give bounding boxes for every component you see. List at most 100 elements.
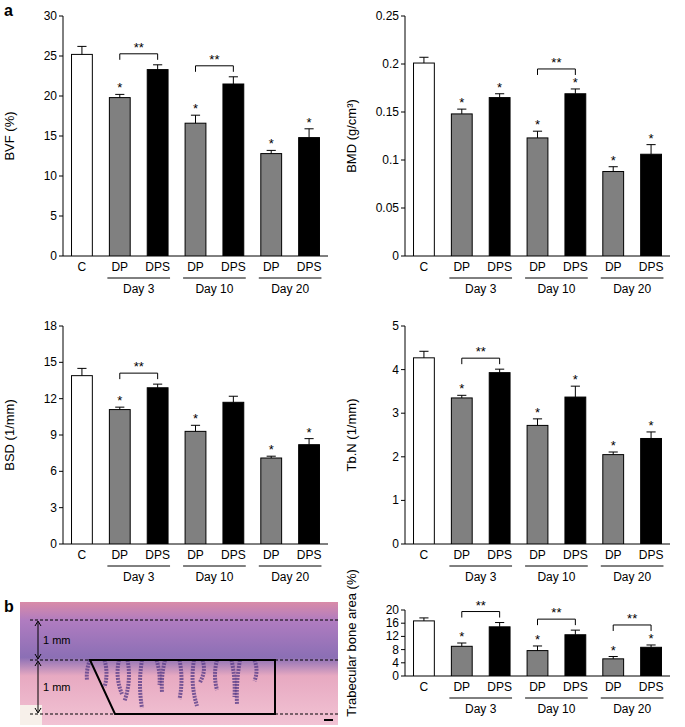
trabecula <box>157 660 160 685</box>
x-tick-label: DPS <box>221 260 246 274</box>
bar <box>451 398 472 544</box>
trabecula <box>180 660 182 699</box>
y-tick-label: 6 <box>50 464 57 478</box>
error-cap <box>229 396 238 397</box>
y-tick <box>401 456 405 457</box>
bar <box>185 431 206 544</box>
group-label: Day 10 <box>537 570 575 584</box>
y-axis <box>405 326 406 544</box>
y-tick <box>401 544 405 545</box>
background <box>20 705 42 725</box>
trabecula <box>255 660 257 681</box>
y-tick-label: 18 <box>44 319 58 333</box>
x-tick-label: DP <box>453 260 470 274</box>
y-tick <box>59 256 63 257</box>
significance: * <box>649 131 654 146</box>
error-bar <box>229 396 238 402</box>
error-bar <box>77 46 86 54</box>
x-tick-label: DP <box>187 260 204 274</box>
figure: ab051015202530BVF (%)********CDPDPSDPDPS… <box>0 0 685 727</box>
x-tick-label: DPS <box>487 548 512 562</box>
bar <box>109 98 130 256</box>
group-line <box>449 278 512 279</box>
error-cap <box>419 57 428 58</box>
bar <box>527 425 548 544</box>
y-tick <box>59 136 63 137</box>
group-line <box>259 566 322 567</box>
bar <box>565 635 586 676</box>
error-stem <box>81 46 82 54</box>
error-stem <box>575 630 576 635</box>
y-tick <box>59 544 63 545</box>
x-tick-label: DPS <box>145 260 170 274</box>
y-tick-label: 5 <box>50 209 57 223</box>
error-bar <box>571 630 580 635</box>
group-line <box>601 278 664 279</box>
trabecula <box>232 660 235 697</box>
marks <box>72 46 320 256</box>
group-line <box>601 698 664 699</box>
x-tick-label: C <box>78 260 87 274</box>
bar <box>185 123 206 256</box>
y-tick-label: 0.2 <box>382 57 399 71</box>
comparison-label: ** <box>551 605 561 620</box>
significance: * <box>269 442 274 457</box>
group-line <box>525 278 588 279</box>
error-cap <box>419 351 428 352</box>
bar <box>565 397 586 544</box>
y-tick <box>401 208 405 209</box>
y-tick <box>401 326 405 327</box>
guide-line <box>30 620 338 621</box>
bar <box>641 438 662 544</box>
x-tick-label: DP <box>605 548 622 562</box>
y-tick <box>401 413 405 414</box>
y-tick-label: 4 <box>392 363 399 377</box>
y-tick <box>59 16 63 17</box>
arrow-head <box>35 621 41 626</box>
group-label: Day 10 <box>195 570 233 584</box>
error-stem <box>499 369 500 372</box>
bar <box>489 373 510 544</box>
bar <box>489 627 510 676</box>
error-stem <box>651 145 652 155</box>
comparison-label: ** <box>134 359 144 374</box>
bar <box>223 402 244 544</box>
bar <box>147 388 168 544</box>
bar <box>414 63 435 256</box>
chart: 048121620Trabecular bone area (%)*******… <box>344 569 670 717</box>
chart: 00.050.10.150.20.25BMD (g/cm³)********CD… <box>344 9 670 296</box>
significance: * <box>459 95 464 110</box>
y-tick-label: 20 <box>44 89 58 103</box>
group-line <box>183 278 246 279</box>
arrow-head <box>35 661 41 666</box>
significance: * <box>649 631 654 646</box>
comparison-label: ** <box>134 40 144 55</box>
trabecula <box>215 660 217 690</box>
comparison-label: ** <box>627 611 637 626</box>
x-tick-label: DP <box>529 548 546 562</box>
y-tick-label: 15 <box>44 355 58 369</box>
error-stem <box>81 368 82 375</box>
x-tick-label: C <box>420 260 429 274</box>
group-label: Day 3 <box>465 702 497 716</box>
group-line <box>601 566 664 567</box>
bar <box>565 94 586 256</box>
arrow-head <box>35 654 41 659</box>
trabecula <box>140 660 142 708</box>
y-tick <box>59 362 63 363</box>
x-tick-label: DPS <box>563 680 588 694</box>
y-tick-label: 1 <box>392 493 399 507</box>
error-bar <box>304 129 313 138</box>
y-tick <box>59 507 63 508</box>
arrow-head <box>35 708 41 713</box>
error-bar <box>571 386 580 397</box>
comparison-label: ** <box>551 55 561 70</box>
significance: * <box>459 381 464 396</box>
y-tick-label: 12 <box>386 629 400 643</box>
group-line <box>183 566 246 567</box>
chart: 0369121518BSD (1/mm)******CDPDPSDPDPSDPD… <box>2 319 328 584</box>
group-line <box>107 278 170 279</box>
y-tick-label: 0 <box>392 249 399 263</box>
bar <box>451 114 472 256</box>
bar <box>603 172 624 256</box>
